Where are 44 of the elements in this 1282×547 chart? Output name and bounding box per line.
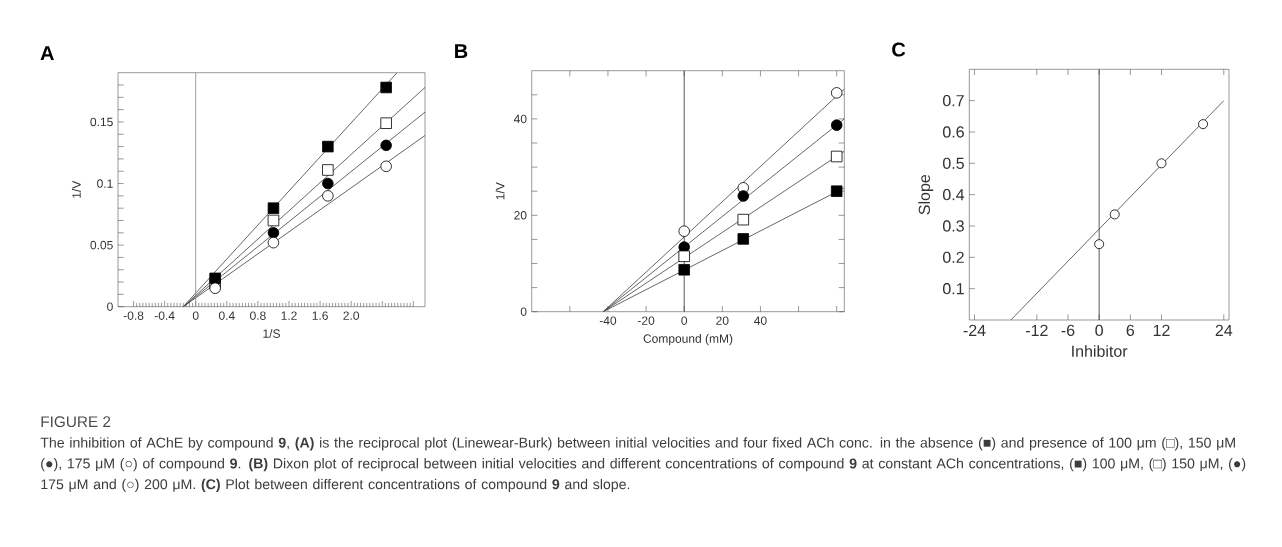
x-tick-label: 1.2: [281, 311, 297, 320]
x-tick-label: -0.8: [123, 311, 144, 320]
x-tick-label: 20: [716, 316, 729, 325]
y-tick-label: 0.05: [90, 240, 113, 250]
y-tick-label: 0.1: [942, 283, 964, 295]
y-tick-label: 0.5: [942, 157, 964, 169]
x-tick-label: -24: [963, 324, 986, 336]
x-tick-label: 0.4: [218, 311, 235, 320]
x-tick-label: 40: [754, 316, 767, 325]
y-tick-label: 0.15: [90, 117, 113, 127]
x-tick-label: -40: [599, 316, 617, 325]
chart-title: C: [892, 42, 906, 57]
x-tick-label: 24: [1215, 324, 1233, 336]
x-tick-label: -6: [1061, 324, 1075, 337]
x-tick-label: 12: [1153, 324, 1170, 336]
y-tick-label: 0.1: [97, 179, 113, 188]
text: FIGURE 2: [41, 416, 111, 428]
x-tick-label: 2.0: [343, 311, 360, 320]
x-tick-label: 0: [192, 311, 199, 320]
x-tick-label: 0: [1095, 324, 1103, 337]
text: The inhibition of AChE by compound 9, (A) is the reciprocal plot (Linewear-Burk) between initial velocities and four fixed ACh conc. in the absence (■) and presence of 100 μm (□), 150 μM (●), 175 μM (○) of compound 9. (B) Dixon plot of reciprocal between initial velocities and different concentrations of compound 9 at constant ACh concentrations, (■) 100 μM, (□) 150 μM, (●) 175 μM and (○) 200 μM. (C) Plot between different concentrations of compound 9 and slope.: [40, 437, 1246, 493]
y-tick-label: 0.6: [942, 126, 964, 138]
x-tick-label: 0.8: [250, 311, 266, 320]
y-tick-label: 0: [107, 302, 113, 311]
x-tick-label: -0.4: [154, 311, 175, 320]
y-axis-title: 1/V: [71, 180, 81, 198]
x-tick-label: -12: [1025, 324, 1048, 336]
y-tick-label: 0.4: [942, 188, 965, 201]
x-axis-title: 1/S: [263, 329, 280, 338]
x-tick-label: 6: [1126, 324, 1135, 337]
chart-title: A: [40, 46, 54, 60]
x-tick-label: 0: [681, 316, 688, 325]
y-axis-title: 1/V: [495, 182, 505, 200]
y-tick-label: 0.7: [942, 94, 964, 107]
y-tick-label: 40: [513, 114, 527, 124]
x-axis-title: Compound (mM): [643, 334, 733, 346]
x-tick-label: 1.6: [312, 311, 328, 320]
x-axis-title: Inhibitor: [1072, 345, 1128, 357]
x-tick-label: -20: [637, 316, 655, 325]
y-tick-label: 20: [514, 211, 527, 220]
chart-title: B: [455, 44, 468, 58]
y-tick-label: 0.2: [942, 251, 964, 263]
y-axis-title: Slope: [918, 174, 934, 215]
y-tick-label: 0.3: [942, 220, 964, 232]
